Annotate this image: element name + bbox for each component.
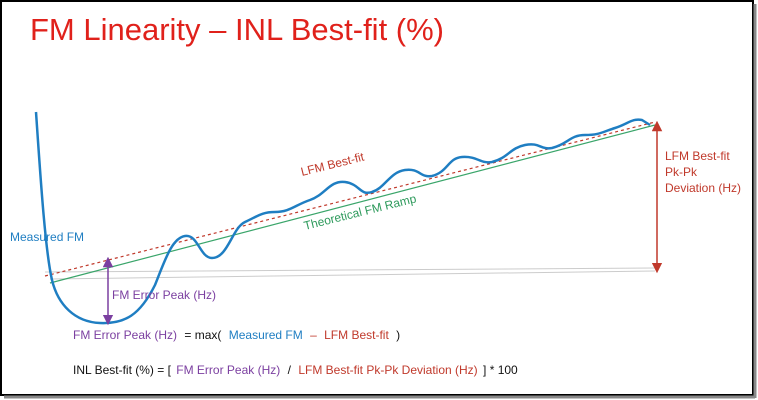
title: FM Linearity – INL Best-fit (%) [30,12,444,47]
pk-label: Deviation (Hz) [665,181,741,195]
term: LFM Best-fit Pk-Pk Deviation (Hz) [298,363,477,377]
formula: FM Error Peak (Hz) = max( Measured FM – … [73,328,400,342]
pk-label: LFM Best-fit [665,149,730,163]
error-label: FM Error Peak (Hz) [112,288,216,302]
theoretical-ramp [49,124,656,284]
term: FM Error Peak (Hz) [73,328,177,342]
term: INL Best-fit (%) = [ [73,363,172,377]
measured-label: Measured FM [10,230,84,244]
term: – [310,328,317,342]
measured-fm-curve [34,111,651,325]
baseline [49,270,656,280]
term: / [288,363,292,377]
term: Measured FM [229,328,303,342]
term: ) [396,328,400,342]
term: FM Error Peak (Hz) [176,363,280,377]
term: = max( [184,328,221,342]
term: LFM Best-fit [324,328,389,342]
baseline [44,267,656,273]
term: ] * 100 [483,363,518,377]
pk-label: Pk-Pk [665,165,698,179]
formula: INL Best-fit (%) = [ FM Error Peak (Hz) … [73,363,518,377]
